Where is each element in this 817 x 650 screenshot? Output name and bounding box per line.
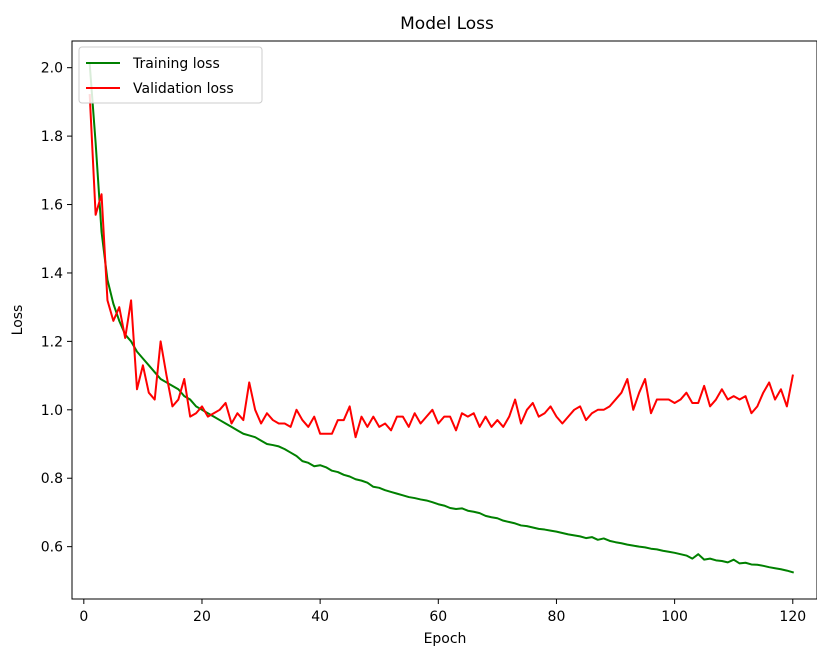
series-layer — [88, 63, 795, 574]
y-tick-label: 1.6 — [41, 198, 63, 214]
y-axis-label: Loss — [10, 305, 26, 336]
training-loss-line — [88, 63, 795, 574]
y-tick-label: 1.2 — [41, 334, 63, 350]
x-tick-label: 120 — [779, 609, 806, 625]
legend: Training loss Validation loss — [78, 46, 263, 104]
x-tick-label: 60 — [429, 609, 447, 625]
x-tick-label: 80 — [548, 609, 566, 625]
y-tick-label: 1.0 — [41, 403, 63, 419]
plot-area — [71, 40, 817, 600]
validation-loss-line — [88, 94, 794, 439]
y-tick-label: 0.8 — [41, 471, 63, 487]
y-axis: 0.6 0.8 1.0 1.2 1.4 1.6 1.8 2.0 — [41, 61, 72, 556]
x-tick-label: 20 — [193, 609, 211, 625]
x-axis: 0 20 40 60 80 100 120 — [79, 599, 806, 625]
x-axis-label: Epoch — [424, 631, 467, 647]
y-tick-label: 0.6 — [41, 540, 63, 556]
legend-label-training: Training loss — [132, 56, 220, 72]
x-tick-label: 100 — [661, 609, 688, 625]
y-tick-label: 1.8 — [41, 129, 63, 145]
x-tick-label: 40 — [311, 609, 329, 625]
y-tick-label: 1.4 — [41, 266, 63, 282]
y-tick-label: 2.0 — [41, 61, 63, 77]
x-tick-label: 0 — [79, 609, 88, 625]
plot-frame — [71, 40, 817, 600]
legend-label-validation: Validation loss — [133, 81, 234, 97]
chart-title: Model Loss — [400, 14, 494, 34]
legend-frame — [78, 46, 263, 104]
